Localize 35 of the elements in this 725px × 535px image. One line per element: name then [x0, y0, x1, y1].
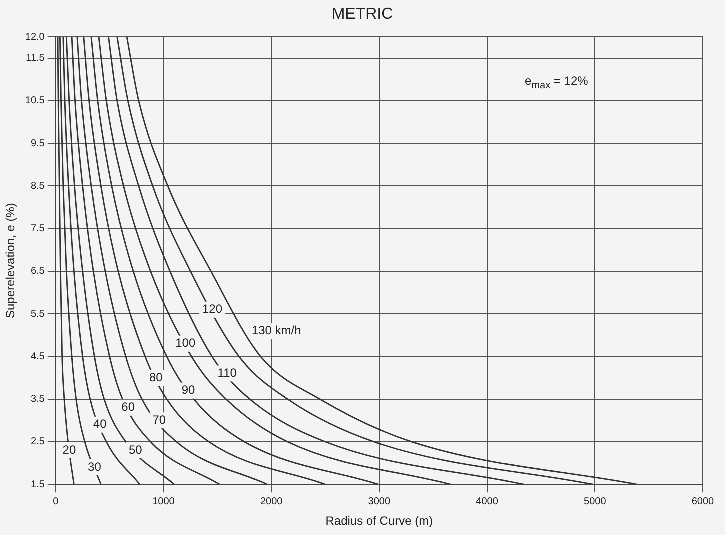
series-label: 80	[149, 370, 164, 384]
y-tick-label: 10.5	[25, 96, 46, 107]
series-label: 100	[176, 336, 196, 350]
x-tick-label: 4000	[476, 496, 499, 508]
x-tick-label: 1000	[152, 496, 176, 508]
y-tick-label: 9.5	[30, 138, 46, 150]
y-tick-label: 3.5	[30, 394, 46, 406]
series-label: 30	[88, 460, 102, 474]
series-label: 110	[218, 366, 238, 380]
y-tick-label: 7.5	[30, 224, 46, 235]
y-axis-title: Superelevation, e (%)	[4, 203, 18, 319]
series-label: 50	[128, 442, 143, 457]
y-tick-label: 1.5	[30, 479, 46, 490]
x-tick-label: 5000	[584, 496, 607, 508]
x-tick-label: 2000	[260, 496, 284, 508]
annotation: e$_{max}$ = 12%	[522, 74, 592, 92]
series-label: 20	[62, 442, 76, 457]
x-tick-label: 6000	[692, 496, 715, 508]
y-tick-label: 4.5	[30, 351, 46, 362]
y-tick-label: 6.5	[30, 266, 46, 278]
series-label: 40	[93, 417, 108, 432]
y-tick-label: 5.5	[30, 308, 46, 320]
x-tick-label: 3000	[368, 496, 391, 508]
chart-title: METRIC	[330, 6, 394, 24]
x-tick-label: 0	[53, 496, 60, 508]
x-axis-title: Radius of Curve (m)	[326, 514, 434, 528]
y-tick-label: 2.5	[30, 436, 46, 448]
y-tick-label: 11.5	[26, 53, 46, 64]
series-label: 120	[202, 302, 223, 316]
series-label: 60	[122, 400, 136, 414]
series-label: 70	[152, 412, 166, 427]
y-tick-label: 8.5	[30, 180, 46, 192]
series-label: 90	[182, 383, 196, 398]
series-label: 130 km/h	[252, 323, 302, 338]
y-tick-label: 12.0	[25, 32, 46, 43]
